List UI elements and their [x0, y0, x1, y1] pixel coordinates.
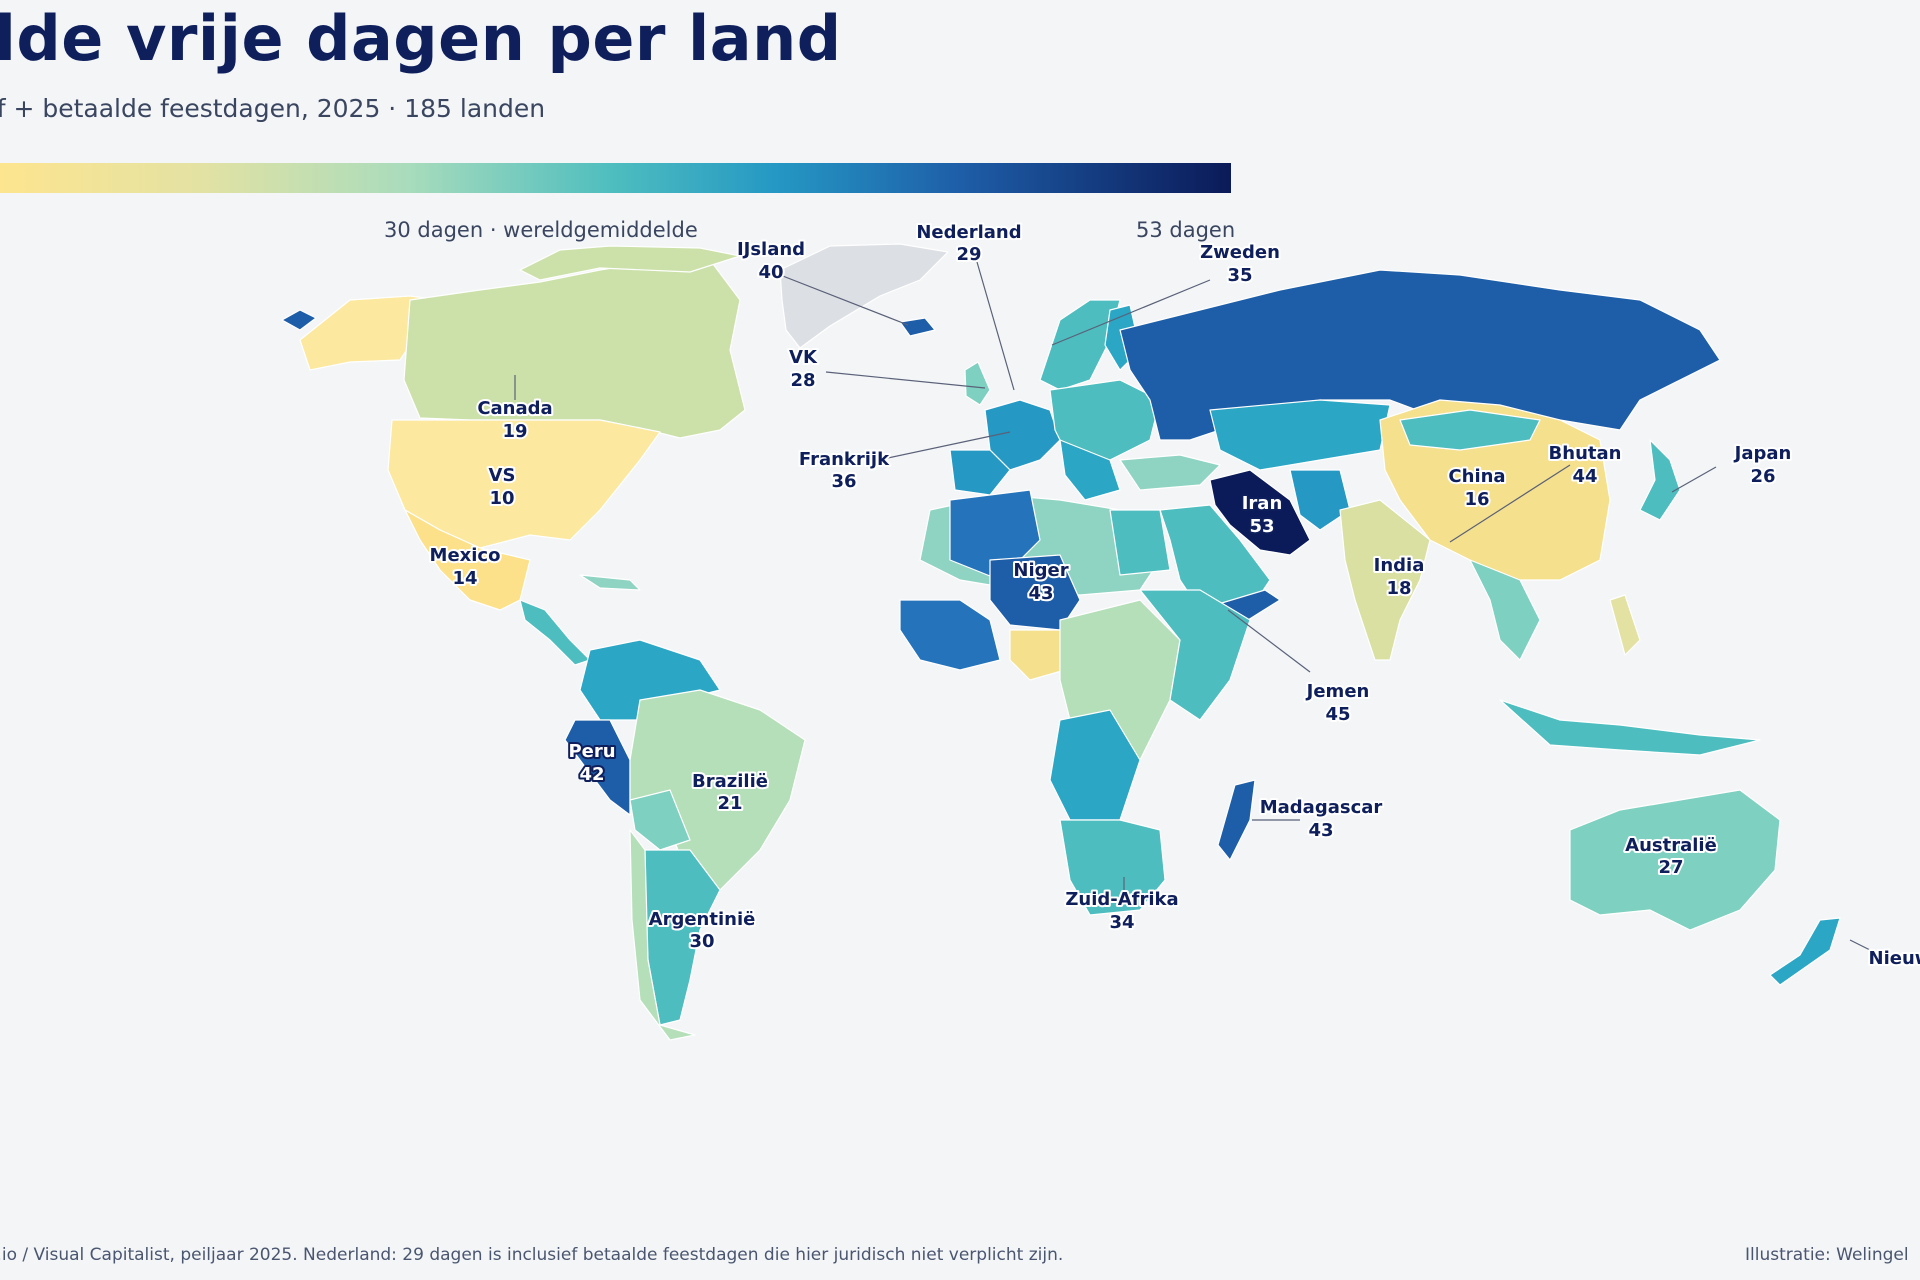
label-zweden-name: Zweden: [1200, 242, 1280, 263]
label-madagascar-name: Madagascar: [1260, 797, 1383, 818]
label-vs-name: VS: [489, 465, 516, 486]
region-iceland: [899, 317, 936, 337]
label-jemen-value: 45: [1325, 704, 1350, 725]
label-bhutan-name: Bhutan: [1549, 443, 1622, 464]
label-india-name: India: [1374, 555, 1425, 576]
region-egypt: [1109, 509, 1171, 576]
label-jemen-name: Jemen: [1305, 681, 1370, 702]
map-title: aalde vrije dagen per land: [0, 2, 842, 75]
region-southeast-asia: [1469, 559, 1541, 661]
label-peru-name: Peru: [568, 741, 615, 762]
label-nieuw-name: Nieuw: [1869, 948, 1920, 969]
region-peru: [564, 719, 631, 816]
region-indonesia: [1499, 699, 1761, 756]
label-frankrijk-name: Frankrijk: [799, 449, 890, 470]
label-brazilie-name: Brazilië: [692, 771, 768, 792]
label-madagascar-value: 43: [1308, 820, 1333, 841]
region-australia: [1569, 789, 1781, 931]
label-zweden-value: 35: [1227, 265, 1252, 286]
region-east-africa: [1139, 589, 1251, 721]
region-iran: [1209, 469, 1311, 556]
label-vk-value: 28: [790, 370, 815, 391]
legend-max-label: 53 dagen: [1136, 218, 1236, 242]
region-caribbean: [579, 574, 641, 591]
region-canada-islands: [519, 245, 741, 281]
region-iberia: [949, 449, 1011, 496]
label-niger-value: 43: [1028, 583, 1053, 604]
color-scale-bar: [0, 163, 1231, 193]
label-peru-value: 42: [579, 764, 604, 785]
region-aleutians: [281, 309, 317, 331]
region-central-europe: [1049, 379, 1161, 461]
label-nederland-value: 29: [956, 244, 981, 265]
label-japan-name: Japan: [1733, 443, 1792, 464]
label-brazilie-value: 21: [717, 793, 742, 814]
region-mexico: [404, 509, 531, 611]
footer-source: e.io / Visual Capitalist, peiljaar 2025.…: [0, 1245, 1064, 1265]
region-mongolia: [1399, 409, 1541, 451]
label-japan-value: 26: [1750, 466, 1775, 487]
label-india-value: 18: [1386, 578, 1411, 599]
region-canada: [403, 259, 746, 439]
region-uk: [964, 361, 991, 406]
label-canada-value: 19: [502, 421, 527, 442]
region-afghanistan: [1289, 469, 1351, 531]
label-argentinie-name: Argentinië: [649, 909, 756, 930]
label-frankrijk-value: 36: [831, 471, 856, 492]
region-central-america: [519, 599, 591, 666]
label-vk-name: VK: [789, 347, 818, 368]
label-ijsland-name: IJsland: [737, 239, 805, 260]
label-australie-value: 27: [1658, 857, 1683, 878]
legend-average-label: 30 dagen · wereldgemiddelde: [384, 218, 698, 242]
region-greenland: [779, 243, 949, 349]
region-turkey: [1119, 454, 1221, 491]
region-kazakhstan: [1209, 399, 1391, 471]
label-ijsland-value: 40: [758, 262, 783, 283]
label-bhutan-value: 44: [1572, 466, 1597, 487]
region-philippines: [1609, 594, 1641, 656]
region-bolivia: [629, 789, 691, 851]
label-mexico-name: Mexico: [430, 545, 501, 566]
label-mexico-value: 14: [452, 568, 477, 589]
label-china-name: China: [1448, 466, 1505, 487]
label-niger-name: Niger: [1013, 560, 1068, 581]
region-india: [1339, 499, 1431, 661]
label-nederland-name: Nederland: [916, 222, 1021, 243]
region-madagascar: [1217, 779, 1256, 861]
region-chile: [629, 829, 696, 1041]
label-iran-value: 53: [1249, 516, 1274, 537]
region-nigeria: [1009, 629, 1066, 681]
region-southern-africa: [1059, 819, 1166, 916]
label-iran-name: Iran: [1242, 493, 1283, 514]
label-zuidafrika-value: 34: [1109, 912, 1134, 933]
label-australie-name: Australië: [1625, 835, 1717, 856]
region-balkans: [1059, 439, 1121, 501]
footer-credit: Illustratie: Welingel: [1745, 1245, 1909, 1265]
region-west-africa: [899, 599, 1001, 671]
label-vs-value: 10: [489, 488, 514, 509]
label-china-value: 16: [1464, 489, 1489, 510]
region-japan: [1639, 439, 1681, 521]
region-new-zealand: [1769, 917, 1841, 986]
label-argentinie-value: 30: [689, 931, 714, 952]
label-zuidafrika-name: Zuid-Afrika: [1065, 889, 1178, 910]
map-subtitle: verlof + betaalde feestdagen, 2025 · 185…: [0, 94, 546, 123]
label-canada-name: Canada: [477, 398, 552, 419]
region-russia: [1119, 269, 1721, 441]
